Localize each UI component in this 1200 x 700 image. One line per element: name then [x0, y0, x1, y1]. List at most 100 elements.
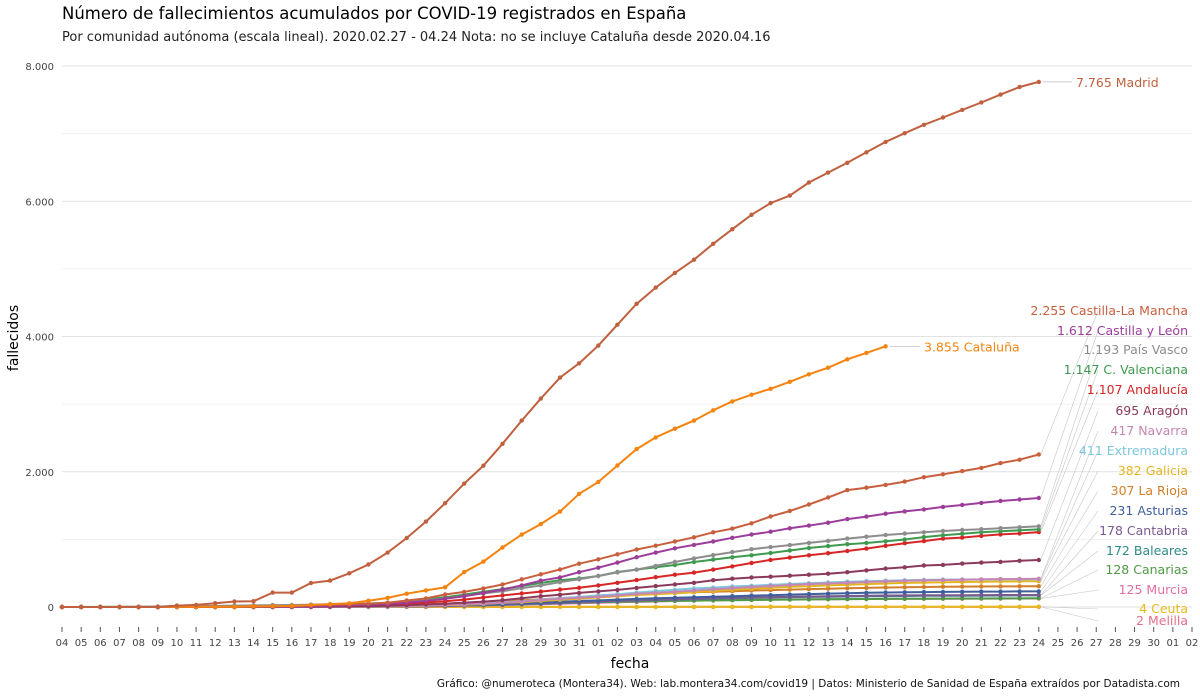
- data-point: [768, 550, 773, 556]
- x-tick-label: 31: [573, 638, 586, 649]
- data-point: [902, 509, 907, 514]
- x-tick-label: 19: [937, 638, 950, 649]
- data-point: [615, 593, 620, 598]
- data-point: [998, 584, 1003, 589]
- data-point: [787, 526, 792, 531]
- data-point: [519, 591, 524, 596]
- data-point: [730, 526, 735, 531]
- label-connector: [1040, 606, 1099, 610]
- label-connector: [1040, 389, 1099, 533]
- series-lines: [59, 79, 1042, 610]
- data-point: [979, 560, 984, 565]
- gridlines: [62, 65, 1192, 608]
- data-point: [749, 560, 754, 566]
- data-point: [711, 552, 716, 558]
- data-point: [825, 543, 831, 549]
- x-tick-label: 15: [860, 638, 873, 649]
- data-point: [883, 532, 888, 538]
- data-point: [1017, 497, 1022, 502]
- x-tick-label: 27: [1090, 638, 1103, 649]
- y-axis-title: fallecidos: [6, 305, 22, 371]
- data-point: [213, 601, 218, 606]
- data-point: [289, 603, 294, 609]
- y-tick-label: 0: [48, 603, 54, 614]
- data-point: [979, 527, 984, 532]
- data-point: [864, 514, 869, 519]
- x-tick-label: 27: [496, 638, 509, 649]
- data-point: [864, 350, 869, 356]
- x-tick-label: 23: [420, 638, 433, 649]
- data-point: [825, 571, 831, 576]
- data-point: [615, 560, 620, 565]
- data-point: [481, 559, 486, 564]
- data-point: [940, 533, 946, 538]
- data-point: [960, 589, 965, 594]
- data-point: [960, 502, 965, 508]
- data-point: [902, 585, 907, 590]
- data-point: [347, 571, 352, 576]
- data-point: [940, 536, 946, 541]
- data-point: [557, 509, 563, 514]
- data-point: [596, 343, 601, 348]
- y-axis: 0 2.000 4.000 6.000 8.000: [25, 62, 54, 614]
- data-point: [845, 160, 850, 165]
- y-tick-label: 6.000: [25, 197, 54, 208]
- y-tick-label: 8.000: [25, 62, 54, 73]
- data-point: [500, 545, 505, 550]
- data-point: [79, 604, 84, 610]
- data-point: [519, 583, 524, 588]
- data-point: [902, 541, 907, 546]
- data-point: [481, 463, 486, 468]
- data-point: [404, 598, 409, 603]
- data-point: [634, 577, 639, 583]
- data-point: [691, 559, 697, 565]
- x-tick-label: 01: [592, 638, 605, 649]
- data-point: [1036, 589, 1042, 594]
- data-point: [979, 500, 984, 506]
- data-point: [193, 602, 199, 608]
- data-point: [864, 579, 869, 585]
- data-point: [270, 604, 275, 609]
- data-point: [1036, 524, 1042, 529]
- x-tick-label: 28: [1109, 638, 1122, 649]
- data-point: [691, 257, 697, 262]
- x-tick-label: 18: [917, 638, 930, 649]
- data-point: [768, 514, 773, 519]
- data-point: [672, 270, 678, 276]
- data-point: [596, 573, 601, 579]
- data-point: [557, 596, 563, 601]
- label-navarra: 417 Navarra: [1110, 423, 1188, 438]
- data-point: [289, 590, 294, 595]
- data-point: [787, 542, 792, 548]
- data-point: [576, 561, 582, 566]
- x-tick-label: 09: [151, 638, 164, 649]
- label-melilla: 2 Melilla: [1136, 613, 1188, 628]
- series-line-madrid: [62, 80, 1040, 608]
- x-tick-label: 07: [113, 638, 126, 649]
- data-point: [787, 604, 792, 609]
- data-point: [423, 519, 429, 524]
- data-point: [730, 564, 735, 569]
- data-point: [1017, 576, 1022, 582]
- x-tick-label: 03: [630, 638, 643, 649]
- data-point: [787, 555, 792, 560]
- data-point: [711, 567, 716, 572]
- data-point: [691, 556, 697, 561]
- data-point: [940, 528, 946, 534]
- data-point: [768, 529, 773, 534]
- label-connector: [1040, 510, 1099, 592]
- data-point: [557, 567, 563, 572]
- x-tick-label: 06: [94, 638, 107, 649]
- data-point: [940, 604, 946, 609]
- x-tick-label: 26: [477, 638, 490, 649]
- data-point: [730, 227, 735, 232]
- data-point: [596, 594, 601, 599]
- data-point: [883, 566, 888, 571]
- data-point: [921, 584, 927, 590]
- data-point: [1036, 495, 1042, 501]
- data-point: [960, 604, 965, 609]
- data-point: [825, 591, 831, 596]
- data-point: [653, 285, 658, 290]
- data-point: [672, 572, 678, 577]
- data-point: [500, 598, 505, 603]
